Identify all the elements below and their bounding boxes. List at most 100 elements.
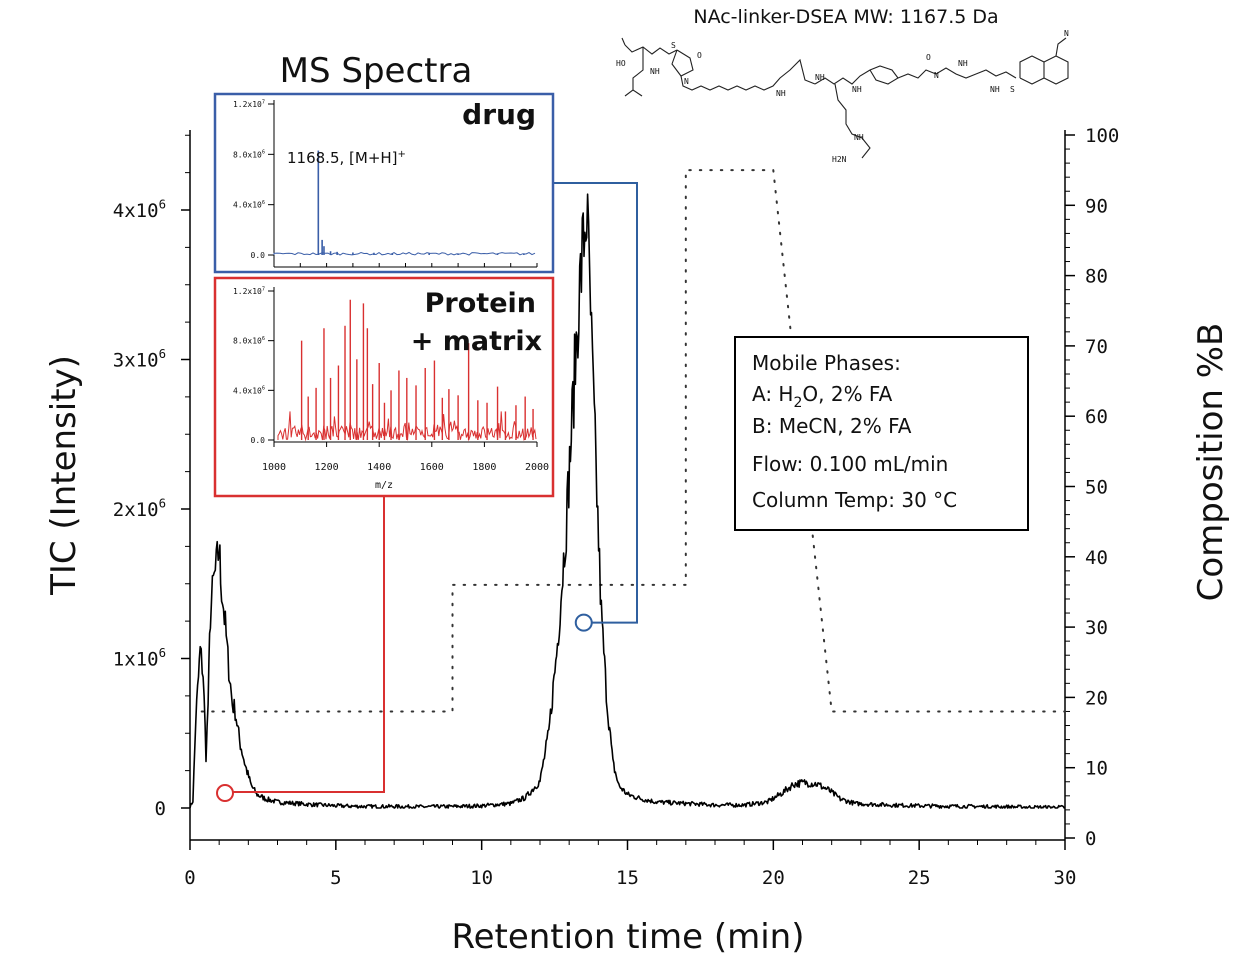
structure-label: O <box>926 53 931 62</box>
structure-label: O <box>697 51 702 60</box>
tick-label: 1x106 <box>113 646 166 671</box>
structure-bond <box>632 89 643 97</box>
protein-inset-title-line2: + matrix <box>411 326 542 357</box>
x-tick-label: 0 <box>184 867 195 889</box>
protein-inset-x-label: m/z <box>375 480 393 491</box>
y2-tick-label: 60 <box>1085 406 1108 428</box>
x-tick-label: 30 <box>1054 867 1077 889</box>
mobile-phase-b: B: MeCN, 2% FA <box>752 414 912 438</box>
structure-label: S <box>671 41 676 50</box>
protein-inset-title-line1: Protein <box>425 288 536 319</box>
y2-tick-label: 10 <box>1085 758 1108 780</box>
tick-label: 0 <box>155 798 166 820</box>
structure-bond <box>624 47 644 97</box>
tick-label: 1.2x107 <box>233 286 265 296</box>
structure-label: H2N <box>832 155 847 164</box>
y2-tick-label: 80 <box>1085 266 1108 288</box>
tick-label: 1.2x107 <box>233 99 265 109</box>
protein-spectrum-inset: 0.0 4.0x106 8.0x106 1.2x107 1000 1200 1400 160… <box>213 276 555 498</box>
drug-inset-title: drug <box>462 98 536 131</box>
column-temp: Column Temp: 30 °C <box>752 488 957 512</box>
structure-label: NH <box>990 85 1000 94</box>
structure-bond <box>897 67 1017 79</box>
y2-tick-label: 90 <box>1085 195 1108 217</box>
y2-axis-title: Composition %B <box>1191 323 1231 602</box>
structure-label: NH <box>776 89 786 98</box>
mobile-phases-title: Mobile Phases: <box>752 351 901 375</box>
drug-spectrum-inset: 0.0 4.0x106 8.0x106 1.2x107 drug 1168.5, [M… <box>213 92 555 274</box>
ms-spectra-title: MS Spectra <box>280 51 473 91</box>
x-tick-label: 10 <box>470 867 493 889</box>
structure-bond <box>624 44 678 55</box>
y2-tick-label: 50 <box>1085 477 1108 499</box>
structure-label: S <box>1010 85 1015 94</box>
inset-x-tick-label: 1400 <box>367 462 391 473</box>
x-tick-label: 20 <box>762 867 785 889</box>
tick-label: 8.0x106 <box>233 150 265 160</box>
protein-inset-x-ticks: 1000 1200 1400 1600 1800 2000 <box>262 442 549 473</box>
structure-bond <box>834 83 871 159</box>
protein-region-marker <box>216 784 234 803</box>
structure-ring <box>1043 55 1069 85</box>
y2-tick-label: 0 <box>1085 828 1096 850</box>
y2-tick-label: 20 <box>1085 687 1108 709</box>
x-tick-label: 5 <box>330 867 341 889</box>
structure-bond <box>621 37 626 46</box>
structure-ring <box>671 49 694 77</box>
mobile-phases-box: Mobile Phases: A: H2O, 2% FA B: MeCN, 2%… <box>734 336 1029 531</box>
drug-inset-peaks <box>273 150 538 267</box>
y2-tick-label: 70 <box>1085 336 1108 358</box>
tick-label: 4x106 <box>113 197 166 222</box>
tick-label: 4.0x106 <box>233 386 265 396</box>
structure-label: NH <box>958 59 968 68</box>
mobile-phases-frame <box>734 336 1029 531</box>
structure-ring <box>1019 55 1045 85</box>
y-axis-title: TIC (Intensity) <box>44 355 84 596</box>
left-axis-ticks: 0 1x106 2x106 3x106 4x106 <box>113 134 190 820</box>
right-axis-ticks: 0 10 20 30 40 50 60 70 80 90 100 <box>1065 125 1119 850</box>
structure-label: NH <box>815 73 825 82</box>
flow-rate: Flow: 0.100 mL/min <box>752 452 948 476</box>
inset-x-tick-label: 1000 <box>262 462 286 473</box>
y2-tick-label: 100 <box>1085 125 1119 147</box>
inset-x-tick-label: 1200 <box>315 462 339 473</box>
structure-label: NH <box>854 133 864 142</box>
drug-inset-frame <box>213 92 555 274</box>
x-tick-label: 15 <box>616 867 639 889</box>
structure-bond <box>1055 37 1067 57</box>
tick-label: 8.0x106 <box>233 336 265 346</box>
tick-label: 0.0 <box>251 436 266 445</box>
structure-label: HO <box>616 59 626 68</box>
chemical-structure <box>621 37 1069 159</box>
drug-inset-y-ticks: 0.0 4.0x106 8.0x106 1.2x107 <box>233 99 274 260</box>
composition-series-line <box>200 169 1066 713</box>
protein-connector-line <box>233 496 385 793</box>
tick-label: 3x106 <box>113 347 166 372</box>
structure-title: NAc-linker-DSEA MW: 1167.5 Da <box>693 6 998 28</box>
drug-inset-baseline-noise <box>273 251 536 256</box>
structure-label: N <box>1064 29 1069 38</box>
mobile-phase-a: A: H2O, 2% FA <box>752 382 893 411</box>
protein-inset-y-ticks: 0.0 4.0x106 8.0x106 1.2x107 <box>233 286 274 445</box>
tick-label: 0.0 <box>251 251 266 260</box>
x-axis-title: Retention time (min) <box>451 917 804 957</box>
structure-label: N <box>684 77 689 86</box>
tick-label: 4.0x106 <box>233 200 265 210</box>
structure-label: N <box>934 71 939 80</box>
structure-label: NH <box>650 67 660 76</box>
tic-series-line <box>189 193 1066 809</box>
inset-x-tick-label: 1600 <box>420 462 444 473</box>
x-tick-label: 25 <box>908 867 931 889</box>
bottom-axis-ticks: 0 5 10 15 20 25 30 <box>184 840 1076 889</box>
structure-bond <box>680 58 816 91</box>
protein-inset-peaks <box>300 299 534 440</box>
drug-peak-annotation: 1168.5, [M+H]+ <box>287 149 406 167</box>
y2-tick-label: 30 <box>1085 617 1108 639</box>
drug-peak-marker <box>574 613 593 632</box>
inset-x-tick-label: 2000 <box>525 462 549 473</box>
structure-labels: HO NH O S N NH NH NH NH O N NH S N H2N N… <box>616 29 1069 164</box>
tick-label: 2x106 <box>113 496 166 521</box>
y2-tick-label: 40 <box>1085 547 1108 569</box>
